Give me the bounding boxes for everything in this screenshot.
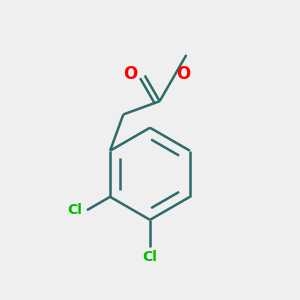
Text: O: O [176,65,190,83]
Text: Cl: Cl [142,250,158,264]
Text: O: O [123,65,137,83]
Text: Cl: Cl [68,203,82,217]
